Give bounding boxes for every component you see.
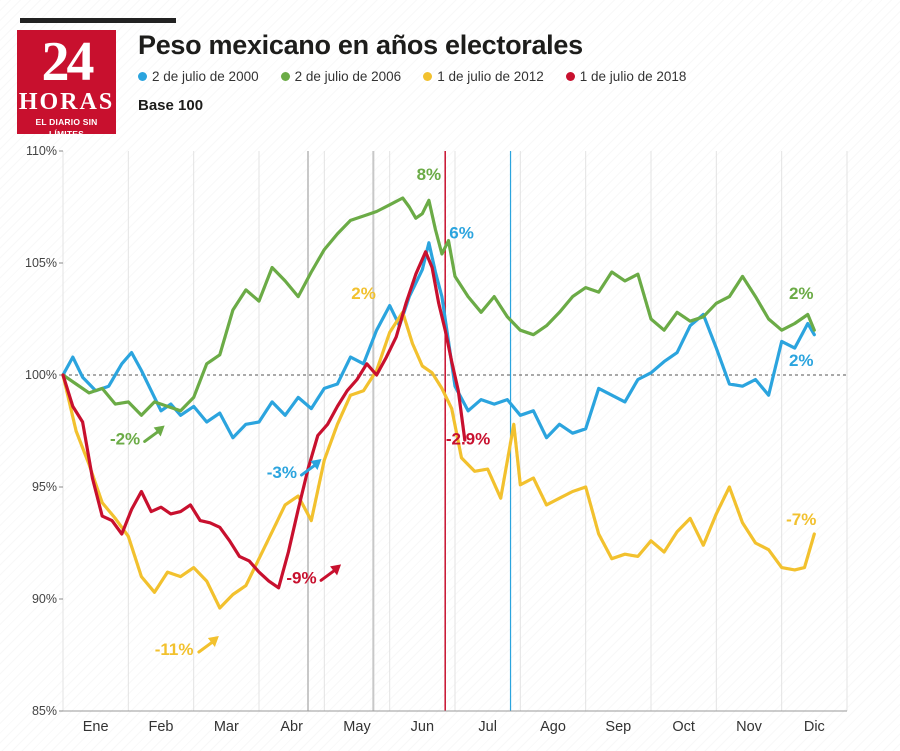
- annotation-arrow-shaft: [143, 428, 162, 443]
- annotation-label: -2%: [110, 429, 140, 448]
- x-tick-label: Nov: [736, 719, 763, 735]
- legend-label-2006: 2 de julio de 2006: [294, 69, 402, 84]
- x-tick-label: May: [343, 719, 371, 735]
- legend-dot-2018: [565, 72, 575, 81]
- x-tick-label: Abr: [280, 719, 303, 735]
- x-tick-label: Feb: [149, 719, 174, 735]
- legend-label-2000: 2 de julio de 2000: [152, 69, 259, 84]
- x-tick-label: Ene: [83, 719, 109, 735]
- y-tick-label: 90%: [32, 592, 57, 606]
- annotation-arrow-head: [207, 636, 219, 647]
- legend-label-2018: 1 de julio de 2018: [579, 69, 687, 84]
- base-note: Base 100: [138, 97, 204, 114]
- x-tick-label: Sep: [605, 719, 631, 735]
- legend-item-2012: 1 de julio de 2012: [423, 69, 544, 84]
- legend-item-2000: 2 de julio de 2000: [138, 69, 259, 84]
- annotation-arrow-shaft: [299, 462, 318, 477]
- x-tick-label: Mar: [214, 719, 239, 735]
- logo-number: 24: [41, 31, 95, 93]
- legend-item-2018: 1 de julio de 2018: [565, 69, 687, 84]
- x-tick-label: Jul: [478, 719, 497, 735]
- annotation-label: -11%: [155, 640, 194, 659]
- y-tick-label: 105%: [25, 256, 57, 270]
- annotation-arrow-head: [310, 459, 322, 471]
- chart-legend: 2 de julio de 2000 2 de julio de 2006 1 …: [138, 69, 686, 84]
- annotation-arrow-shaft: [319, 567, 338, 582]
- annotation-label: 2%: [351, 284, 376, 303]
- annotation-label: -9%: [286, 568, 316, 587]
- logo-tagline: EL DIARIO SIN LÍMITES: [35, 117, 98, 139]
- series-line-2012: [61, 310, 816, 610]
- legend-label-2012: 1 de julio de 2012: [437, 69, 544, 84]
- y-tick-label: 110%: [26, 144, 57, 158]
- annotation-label: -3%: [267, 463, 297, 482]
- legend-item-2006: 2 de julio de 2006: [280, 69, 402, 84]
- annotation-label: -2.9%: [446, 429, 490, 448]
- annotation-label: 6%: [449, 223, 474, 242]
- annotation-label: -7%: [786, 510, 816, 529]
- annotation-arrow-head: [153, 425, 165, 437]
- x-tick-label: Oct: [672, 719, 695, 735]
- newspaper-logo: 24 HORAS EL DIARIO SIN LÍMITES: [17, 30, 116, 139]
- logo-word: HORAS: [18, 89, 115, 115]
- header-rule: [20, 18, 176, 23]
- legend-dot-2006: [280, 72, 290, 81]
- annotation-label: 2%: [789, 284, 814, 303]
- y-tick-label: 95%: [32, 480, 57, 494]
- annotation-arrow-head: [330, 564, 342, 576]
- series-line-2018: [61, 250, 467, 590]
- x-tick-label: Dic: [804, 719, 825, 735]
- annotation-label: 2%: [789, 351, 814, 370]
- legend-dot-2000: [138, 72, 147, 81]
- chart-title: Peso mexicano en años electorales: [138, 30, 583, 60]
- annotation-arrow-shaft: [197, 639, 216, 654]
- series-line-2006: [61, 196, 816, 417]
- y-tick-label: 100%: [25, 368, 57, 382]
- x-tick-label: Jun: [411, 719, 434, 735]
- x-tick-label: Ago: [540, 719, 566, 735]
- legend-dot-2012: [423, 72, 433, 81]
- annotation-label: 8%: [417, 165, 442, 184]
- y-tick-label: 85%: [32, 704, 57, 718]
